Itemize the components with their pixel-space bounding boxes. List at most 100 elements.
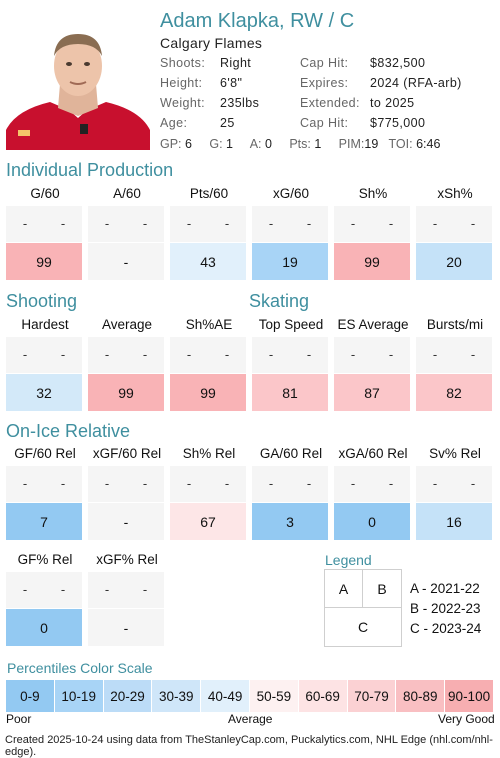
metric-season-a: - bbox=[432, 347, 438, 362]
metric-season-a: - bbox=[268, 216, 274, 231]
metric-history-cell: -- bbox=[6, 466, 82, 502]
metric-season-b: - bbox=[470, 216, 476, 231]
metric-season-b: - bbox=[60, 347, 66, 362]
metric-header: GF% Rel bbox=[17, 552, 73, 567]
info-shoots: Shoots: bbox=[160, 56, 206, 70]
metric-season-a: - bbox=[432, 216, 438, 231]
metric-season-a: - bbox=[104, 347, 110, 362]
metric-season-a: - bbox=[268, 347, 274, 362]
metric-season-a: - bbox=[350, 476, 356, 491]
metric-season-b: - bbox=[306, 216, 312, 231]
metric-history-cell: -- bbox=[6, 572, 82, 608]
metric-header: xG/60 bbox=[272, 186, 310, 201]
metric-history-cell: -- bbox=[252, 206, 328, 242]
info-extended-value: to 2025 bbox=[370, 96, 415, 110]
metric-current-value: 43 bbox=[170, 243, 246, 280]
metric-history-cell: -- bbox=[6, 337, 82, 373]
metric-season-a: - bbox=[432, 476, 438, 491]
info-age-value: 25 bbox=[220, 116, 235, 130]
metric-season-a: - bbox=[350, 216, 356, 231]
player-team: Calgary Flames bbox=[160, 35, 263, 51]
metric-season-b: - bbox=[142, 582, 148, 597]
legend-item-c: C - 2023-24 bbox=[410, 621, 482, 636]
metric-header: A/60 bbox=[113, 186, 141, 201]
legend-box: A B C bbox=[324, 569, 402, 647]
metric-season-a: - bbox=[104, 582, 110, 597]
metric-history-cell: -- bbox=[416, 206, 492, 242]
metric-current-value: - bbox=[88, 503, 164, 540]
metric-season-b: - bbox=[470, 476, 476, 491]
metric-history-cell: -- bbox=[88, 206, 164, 242]
info-expires-value: 2024 (RFA-arb) bbox=[370, 76, 462, 90]
metric-season-b: - bbox=[142, 216, 148, 231]
metric-season-a: - bbox=[268, 476, 274, 491]
metric-season-a: - bbox=[22, 347, 28, 362]
metric-season-b: - bbox=[388, 476, 394, 491]
scale-bin: 40-49 bbox=[201, 680, 249, 712]
metric-season-a: - bbox=[22, 216, 28, 231]
metric-current-value: 81 bbox=[252, 374, 328, 411]
metric-current-value: 32 bbox=[6, 374, 82, 411]
metric-season-b: - bbox=[306, 347, 312, 362]
metric-season-a: - bbox=[104, 476, 110, 491]
info-height: Height: bbox=[160, 76, 203, 90]
info-expires: Expires: bbox=[300, 76, 349, 90]
section-on-ice-relative: On-Ice Relative bbox=[6, 421, 131, 441]
info-cap-hit-value: $832,500 bbox=[370, 56, 426, 70]
metric-current-value: 19 bbox=[252, 243, 328, 280]
info-age: Age: bbox=[160, 116, 188, 130]
info-new-cap-hit: Cap Hit: bbox=[300, 116, 349, 130]
metric-season-b: - bbox=[306, 476, 312, 491]
info-height-value: 6'8" bbox=[220, 76, 243, 90]
metric-history-cell: -- bbox=[416, 337, 492, 373]
scale-bin: 0-9 bbox=[6, 680, 54, 712]
metric-season-a: - bbox=[350, 347, 356, 362]
metric-season-b: - bbox=[60, 216, 66, 231]
metric-current-value: 87 bbox=[334, 374, 410, 411]
metric-history-cell: -- bbox=[416, 466, 492, 502]
player-headshot bbox=[6, 26, 150, 150]
scale-label-poor: Poor bbox=[6, 712, 32, 726]
metric-season-a: - bbox=[186, 347, 192, 362]
metric-history-cell: -- bbox=[170, 206, 246, 242]
scale-bin: 90-100 bbox=[445, 680, 493, 712]
legend-item-a: A - 2021-22 bbox=[410, 581, 480, 596]
metric-season-b: - bbox=[224, 347, 230, 362]
metric-current-value: 67 bbox=[170, 503, 246, 540]
section-skating: Skating bbox=[249, 291, 310, 311]
metric-season-b: - bbox=[60, 582, 66, 597]
legend-cell-b: B bbox=[363, 570, 401, 608]
info-cap-hit: Cap Hit: bbox=[300, 56, 349, 70]
metric-header: GA/60 Rel bbox=[259, 446, 323, 461]
info-weight-value: 235lbs bbox=[220, 96, 260, 110]
metric-header: Sh% Rel bbox=[182, 446, 236, 461]
legend-cell-c: C bbox=[357, 619, 369, 635]
section-shooting: Shooting bbox=[6, 291, 78, 311]
metric-history-cell: -- bbox=[252, 466, 328, 502]
metric-season-b: - bbox=[60, 476, 66, 491]
metric-header: Sh% bbox=[358, 186, 388, 201]
metric-header: Bursts/mi bbox=[426, 317, 484, 332]
metric-history-cell: -- bbox=[88, 337, 164, 373]
percentile-color-scale: 0-9 10-19 20-29 30-39 40-49 50-59 60-69 70-79 80… bbox=[6, 680, 494, 712]
metric-season-a: - bbox=[186, 216, 192, 231]
info-weight: Weight: bbox=[160, 96, 205, 110]
metric-header: ES Average bbox=[337, 317, 409, 332]
scale-bin: 60-69 bbox=[298, 680, 347, 712]
metric-history-cell: -- bbox=[88, 466, 164, 502]
metric-current-value: - bbox=[88, 609, 164, 646]
scale-bin: 80-89 bbox=[396, 680, 445, 712]
info-shoots-value: Right bbox=[220, 56, 252, 70]
metric-header: G/60 bbox=[30, 186, 60, 201]
metric-header: Sv% Rel bbox=[429, 446, 481, 461]
metric-current-value: 82 bbox=[416, 374, 492, 411]
metric-current-value: 99 bbox=[6, 243, 82, 280]
metric-season-a: - bbox=[186, 476, 192, 491]
scale-bin: 70-79 bbox=[347, 680, 396, 712]
metric-current-value: 99 bbox=[170, 374, 246, 411]
metric-season-b: - bbox=[470, 347, 476, 362]
metric-current-value: 0 bbox=[6, 609, 82, 646]
metric-history-cell: -- bbox=[170, 466, 246, 502]
scale-bin: 20-29 bbox=[103, 680, 152, 712]
metric-current-value: 7 bbox=[6, 503, 82, 540]
